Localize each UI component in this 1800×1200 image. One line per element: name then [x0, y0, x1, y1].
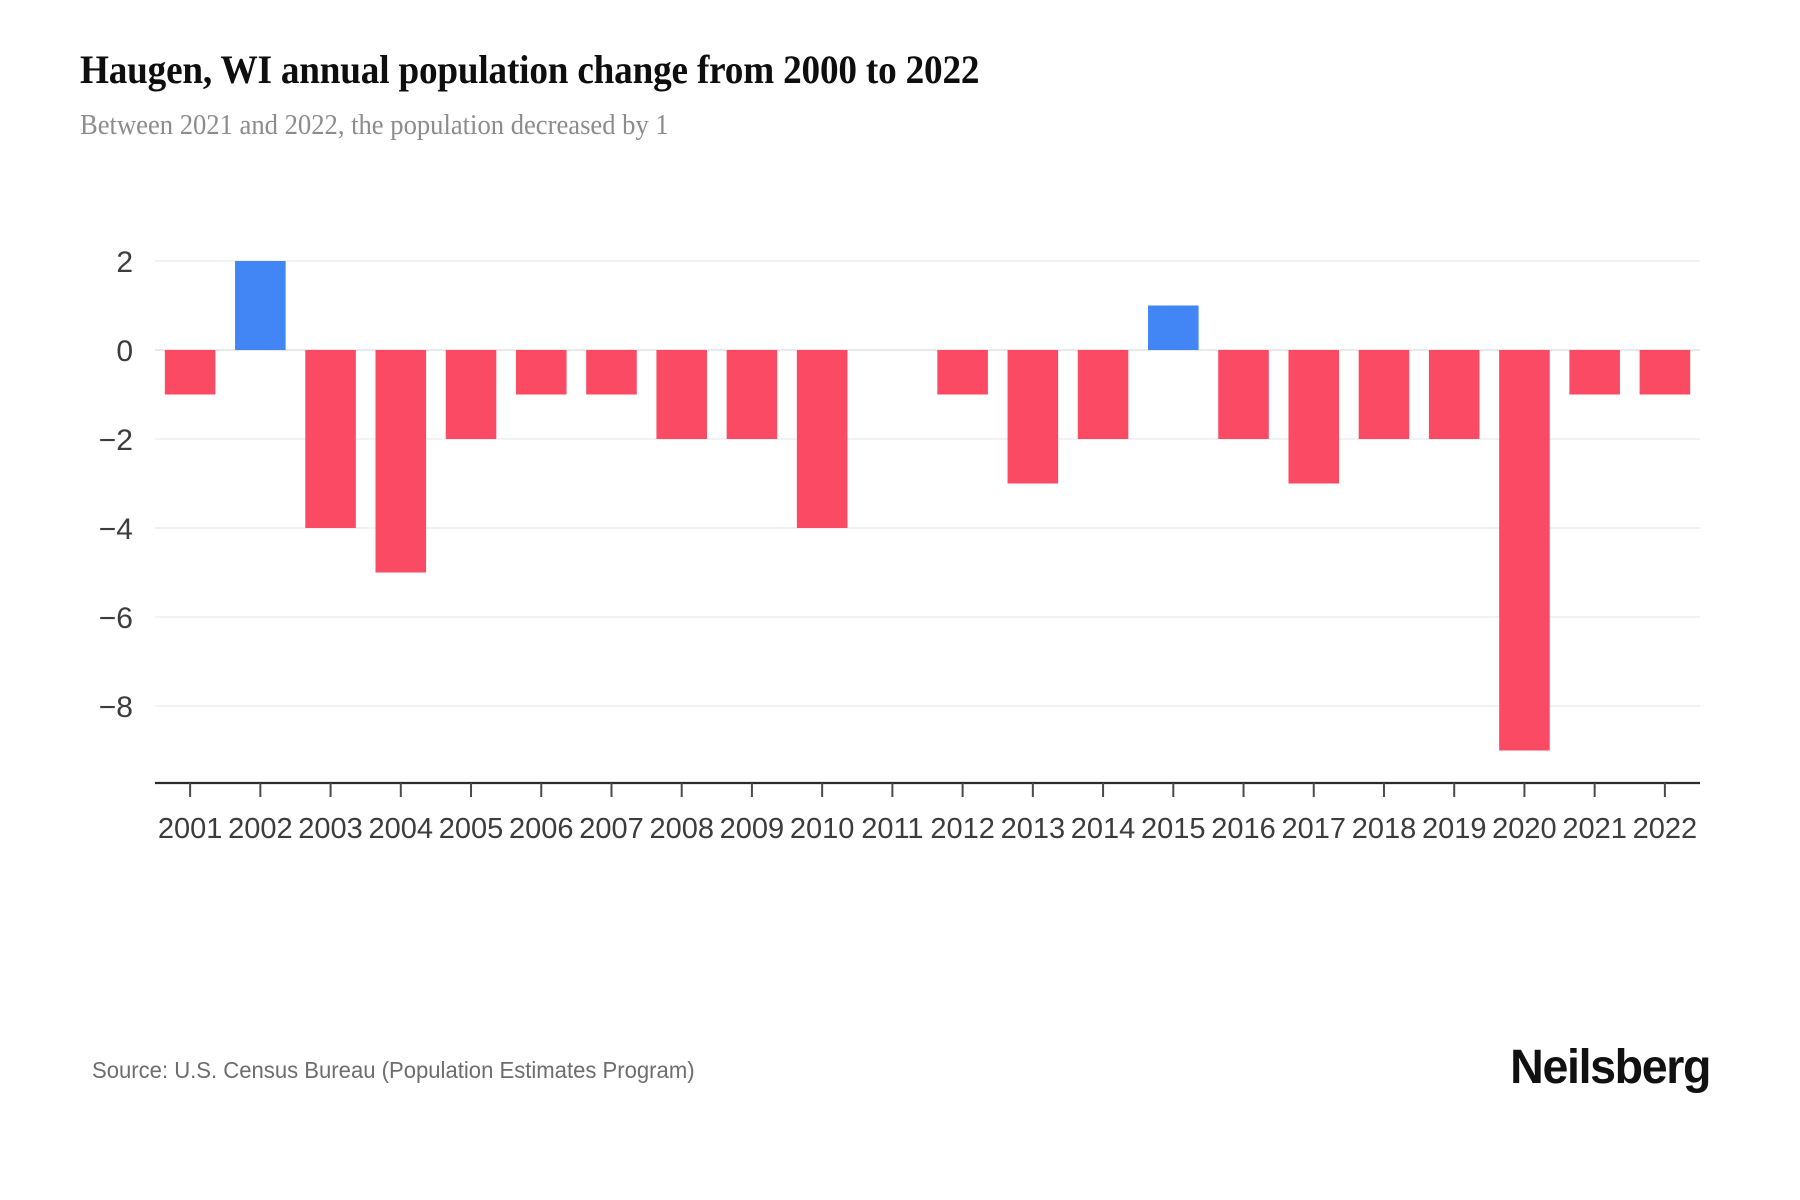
source-note: Source: U.S. Census Bureau (Population E… [92, 1057, 695, 1083]
bar[interactable] [1148, 305, 1199, 351]
x-axis-tick-label: 2002 [228, 813, 293, 845]
chart-footer: Source: U.S. Census Bureau (Population E… [0, 1040, 1800, 1130]
bars-group [164, 261, 1691, 751]
page-title: Haugen, WI annual population change from… [80, 47, 980, 92]
brand-logo: Neilsberg [1510, 1041, 1711, 1094]
x-axis-tick-label: 2001 [158, 813, 223, 845]
y-axis-tick-label: −8 [99, 691, 133, 724]
bar[interactable] [656, 350, 707, 439]
bar[interactable] [1428, 350, 1480, 439]
x-axis-tick-label: 2007 [579, 813, 644, 845]
chart-subtitle: Between 2021 and 2022, the population de… [80, 109, 669, 141]
bar[interactable] [1499, 350, 1550, 751]
bar[interactable] [796, 350, 848, 528]
bar[interactable] [375, 350, 427, 573]
bar[interactable] [1077, 350, 1129, 439]
bar[interactable] [937, 350, 988, 395]
bar[interactable] [1218, 350, 1269, 439]
y-axis-group: 2 0 −2 −4 −6 −8 [99, 246, 133, 724]
x-axis-tick-label: 2006 [509, 813, 574, 845]
x-axis-group: 2001 2002 2003 2004 2005 2006 2007 2008 2009 2010… [155, 781, 1700, 845]
bar[interactable] [445, 350, 497, 439]
x-axis-tick-label: 2019 [1422, 813, 1487, 845]
x-axis-tick-label: 2011 [861, 813, 923, 845]
bar[interactable] [1007, 350, 1059, 484]
gridlines-group [155, 260, 1700, 707]
x-axis-tick-label: 2014 [1071, 813, 1136, 845]
bar[interactable] [164, 350, 216, 395]
x-axis-tick-label: 2003 [298, 813, 363, 845]
x-axis-tick-label: 2018 [1352, 813, 1417, 845]
bar[interactable] [235, 261, 286, 350]
x-axis-tick-label: 2020 [1492, 813, 1557, 845]
x-axis-tick-label: 2021 [1562, 813, 1627, 845]
bar[interactable] [515, 350, 567, 395]
bar[interactable] [1569, 350, 1620, 395]
x-axis-tick-label: 2008 [649, 813, 714, 845]
y-axis-tick-label: −4 [99, 513, 133, 546]
x-axis-tick-label: 2015 [1141, 813, 1206, 845]
x-axis-tick-label: 2022 [1633, 813, 1698, 845]
bar[interactable] [586, 350, 637, 395]
bar[interactable] [1358, 350, 1410, 439]
bar[interactable] [1639, 350, 1691, 395]
x-axis-tick-label: 2009 [720, 813, 785, 845]
y-axis-tick-label: 2 [116, 246, 133, 279]
x-axis-tick-label: 2016 [1211, 813, 1276, 845]
x-axis-tick-label: 2017 [1281, 813, 1346, 845]
bar[interactable] [305, 350, 356, 528]
y-axis-tick-label: 0 [116, 335, 133, 368]
y-axis-tick-label: −2 [99, 424, 133, 457]
x-axis-tick-label: 2005 [439, 813, 504, 845]
x-axis-tick-label: 2012 [930, 813, 995, 845]
bar[interactable] [1288, 350, 1340, 484]
y-axis-tick-label: −6 [99, 602, 133, 635]
bar[interactable] [726, 350, 778, 439]
x-axis-tick-label: 2010 [790, 813, 855, 845]
x-axis-tick-label: 2004 [369, 813, 434, 845]
chart-header: Haugen, WI annual population change from… [80, 47, 1720, 142]
x-axis-tick-label: 2013 [1001, 813, 1066, 845]
